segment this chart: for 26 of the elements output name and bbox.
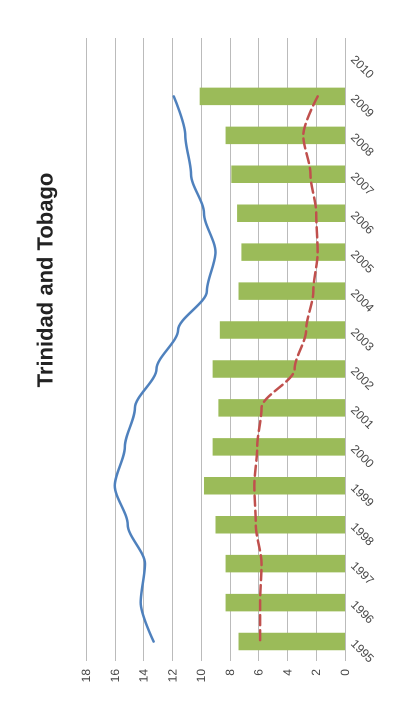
x-tick-label: 0 [338, 668, 352, 676]
bar [200, 88, 345, 106]
bar [237, 204, 345, 222]
x-tick-label: 10 [194, 668, 208, 682]
x-tick-label: 4 [280, 668, 294, 676]
bar [238, 282, 345, 300]
bar [226, 594, 345, 612]
x-tick-label: 16 [108, 668, 122, 682]
text: Trinidad and Tobago [32, 172, 58, 388]
bar [238, 632, 345, 650]
x-tick-label: 6 [252, 668, 266, 676]
bar [218, 399, 345, 417]
bar [204, 477, 345, 495]
bar [212, 360, 345, 378]
bar [216, 516, 345, 534]
x-tick-label: 18 [79, 668, 93, 682]
bar [226, 554, 345, 572]
x-tick-label: 14 [136, 668, 151, 682]
bar [212, 438, 345, 456]
x-tick-label: 2 [309, 668, 324, 676]
x-tick-label: 12 [165, 668, 180, 682]
bar [231, 166, 345, 184]
bar [241, 243, 345, 261]
bar [220, 321, 345, 339]
bar [226, 126, 345, 144]
x-tick-label: 8 [222, 668, 237, 676]
